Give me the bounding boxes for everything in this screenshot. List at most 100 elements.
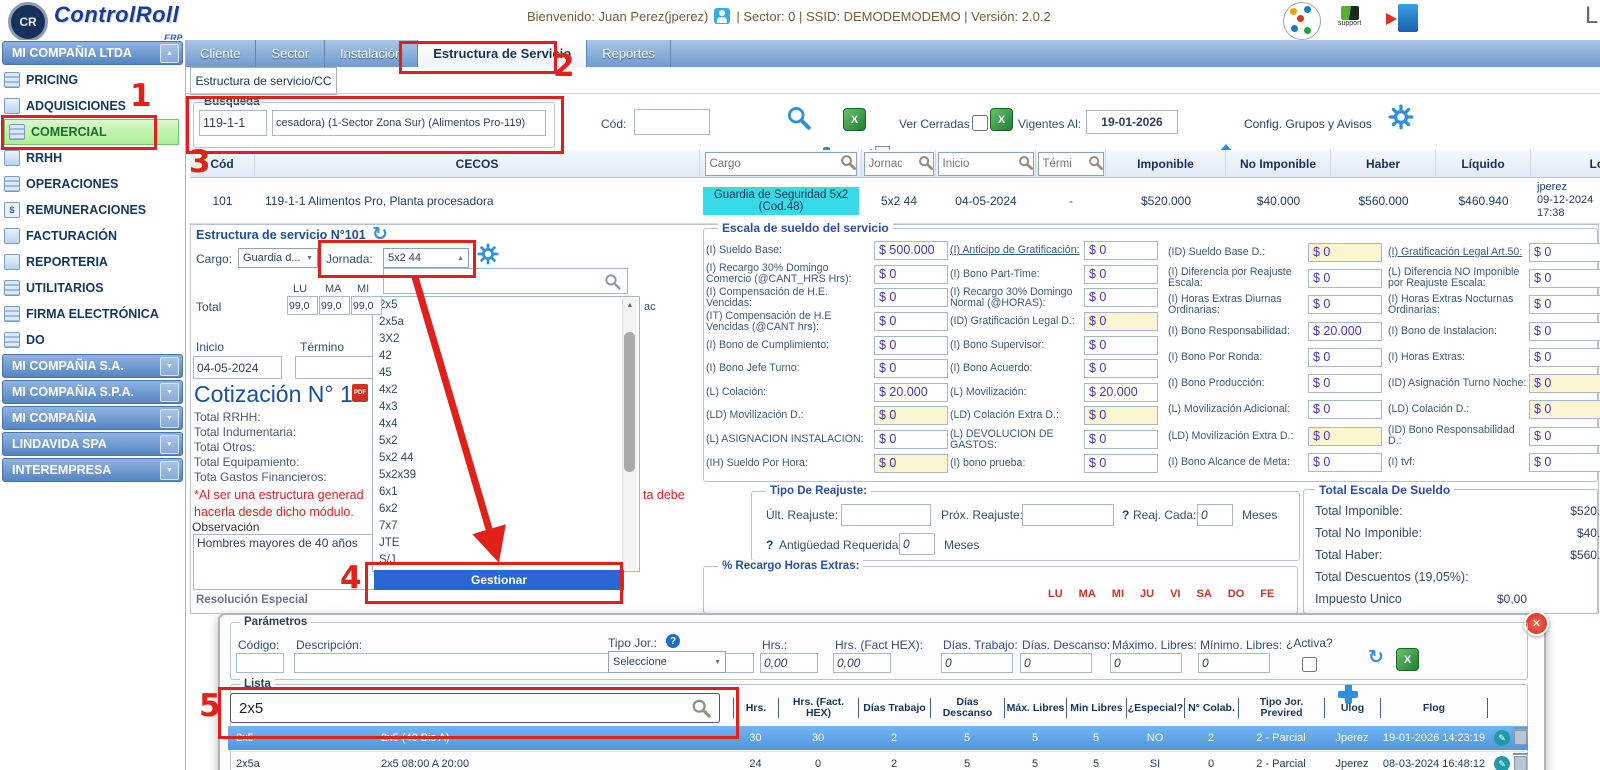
field-value[interactable]: $ 0 — [1529, 295, 1600, 315]
col-header[interactable]: Hrs. (Fact. HEX) — [778, 697, 858, 719]
help-question[interactable]: ? — [766, 538, 774, 552]
fact-hex-input[interactable] — [833, 653, 891, 673]
field-value[interactable]: $ 0 — [1084, 335, 1158, 355]
tipo-jor-select[interactable]: Seleccione ▼ — [608, 651, 726, 673]
field-value[interactable]: $ 0 — [874, 335, 948, 355]
col-header[interactable]: N° Colab. — [1184, 698, 1238, 718]
col-header[interactable]: Min Libres — [1066, 698, 1126, 718]
sidebar-company-lindavida[interactable]: LINDAVIDA SPA ▼ — [2, 432, 183, 456]
sidebar-item-facturacion[interactable]: FACTURACIÓN — [0, 223, 181, 249]
col-header[interactable]: Días Descanso — [930, 697, 1004, 719]
field-value[interactable]: $ 20.000 — [874, 382, 948, 402]
row-cell-cecos[interactable]: 119-1-1 Alimentos Pro, Planta procesador… — [255, 178, 700, 224]
field-value[interactable]: $ 0 — [874, 288, 948, 308]
col-header[interactable]: Flog — [1380, 698, 1488, 718]
field-value[interactable]: $ 0 — [1529, 453, 1600, 473]
excel-export-icon[interactable]: X — [1396, 648, 1419, 671]
sidebar-company-spa[interactable]: MI COMPAÑIA S.P.A. ▼ — [2, 380, 183, 404]
total-ma-input[interactable] — [319, 296, 350, 315]
subtab-estructura-servicio-cc[interactable]: Estructura de servicio/CC — [190, 67, 337, 95]
row-cell-log[interactable]: jperez 09-12-2024 17:38 — [1531, 178, 1600, 224]
excel-export-icon[interactable]: X — [990, 108, 1013, 131]
termino-filter[interactable] — [1037, 151, 1104, 176]
dias-descanso-input[interactable] — [1020, 653, 1092, 673]
help-question[interactable]: ? — [1122, 508, 1130, 522]
pdf-icon[interactable]: PDF — [352, 384, 368, 402]
edit-icon[interactable]: ✎ — [1494, 730, 1510, 746]
field-value[interactable]: $ 20.000 — [1308, 321, 1382, 341]
field-value[interactable]: $ 0 — [1308, 400, 1382, 420]
field-label-link[interactable]: (I) Gratificación Legal Art.50: — [1388, 246, 1523, 258]
activa-checkbox[interactable] — [1302, 657, 1317, 672]
tab-instalacion[interactable]: Instalación — [325, 40, 419, 67]
cargo-select[interactable]: Guardia d... ▼ — [238, 248, 318, 268]
dias-trabajo-input[interactable] — [941, 653, 1013, 673]
field-value[interactable]: $ 0 — [1084, 453, 1158, 473]
field-value[interactable]: $ 0 — [1084, 288, 1158, 308]
maximo-libres-input[interactable] — [1110, 653, 1182, 673]
busqueda-code-input[interactable] — [199, 110, 267, 136]
jornada-gear-icon[interactable] — [477, 243, 499, 270]
dropdown-item[interactable]: 4x4 — [379, 418, 398, 430]
jornada-select[interactable]: 5x2 44 ▲ — [383, 248, 469, 268]
row-cell-cargo[interactable]: Guardia de Seguridad 5x2 (Cod.48) — [700, 178, 862, 224]
field-value[interactable]: $ 0 — [1084, 312, 1158, 332]
logout-button[interactable] — [1386, 4, 1418, 32]
row-cell-cod[interactable]: 101 — [190, 178, 255, 224]
col-header-haber[interactable]: Haber — [1331, 150, 1436, 178]
dropdown-item[interactable]: 45 — [379, 367, 392, 379]
dropdown-item[interactable]: S/J — [379, 554, 396, 566]
jornada-filter[interactable] — [863, 151, 934, 176]
ver-cerradas-checkbox[interactable] — [972, 115, 988, 131]
dropdown-item[interactable]: 7x7 — [379, 520, 398, 532]
field-value[interactable]: $ 0 — [874, 406, 948, 426]
antiguedad-input[interactable] — [899, 533, 935, 555]
sidebar-item-comercial[interactable]: COMERCIAL — [4, 119, 179, 145]
col-header-log[interactable]: Log — [1531, 150, 1600, 178]
field-value[interactable]: $ 0 — [1529, 347, 1600, 367]
col-header[interactable]: Máx. Libres — [1004, 698, 1066, 718]
row-cell-liquido[interactable]: $460.940 — [1436, 178, 1531, 224]
tab-estructura-de-servicio[interactable]: Estructura de Servicio — [418, 40, 588, 67]
cod-input[interactable] — [634, 109, 710, 135]
col-header[interactable]: Días Trabajo — [858, 698, 930, 718]
field-value[interactable]: $ 0 — [1308, 242, 1382, 262]
field-value[interactable]: $ 0 — [1308, 453, 1382, 473]
col-header[interactable]: Ulog — [1324, 698, 1380, 718]
sidebar-item-firma-electronica[interactable]: FIRMA ELECTRÓNICA — [0, 301, 181, 327]
field-value[interactable]: $ 0 — [1529, 400, 1600, 420]
scrollbar-thumb[interactable] — [624, 332, 635, 472]
dropdown-item[interactable]: 3X2 — [379, 333, 400, 345]
field-value[interactable]: $ 0 — [1308, 426, 1382, 446]
minimo-libres-input[interactable] — [1198, 653, 1270, 673]
sidebar-item-pricing[interactable]: PRICING — [0, 67, 181, 93]
refresh-icon[interactable]: ↻ — [1368, 646, 1384, 668]
inicio-filter-input[interactable] — [938, 154, 1018, 173]
dropdown-item[interactable]: 6x1 — [379, 486, 398, 498]
sidebar-company-mi[interactable]: MI COMPAÑIA ▼ — [2, 406, 183, 430]
sidebar-item-operaciones[interactable]: OPERACIONES — [0, 171, 181, 197]
help-icon[interactable]: ? — [666, 634, 680, 648]
field-value[interactable]: $ 0 — [874, 430, 948, 450]
field-value[interactable]: $ 500.000 — [874, 241, 948, 261]
dropdown-item[interactable]: JTE — [379, 537, 400, 549]
prox-reajuste-input[interactable] — [1022, 504, 1114, 526]
dropdown-item[interactable]: 42 — [379, 350, 392, 362]
field-value[interactable]: $ 0 — [1084, 406, 1158, 426]
field-value[interactable]: $ 0 — [1529, 242, 1600, 262]
tab-sector[interactable]: Sector — [256, 40, 326, 67]
field-value[interactable]: $ 0 — [874, 359, 948, 379]
field-value[interactable]: $ 0 — [874, 312, 948, 332]
jornada-filter-input[interactable] — [864, 154, 918, 173]
row-cell-jornada[interactable]: 5x2 44 — [862, 178, 936, 224]
sidebar-item-reporteria[interactable]: REPORTERIA — [0, 249, 181, 275]
reaj-cada-input[interactable] — [1197, 504, 1233, 526]
field-value[interactable]: $ 0 — [1529, 321, 1600, 341]
dropdown-item[interactable]: 5x2x39 — [379, 469, 417, 481]
chevron-down-icon[interactable]: ▼ — [160, 460, 179, 480]
row-cell-no-imponible[interactable]: $40.000 — [1226, 178, 1331, 224]
dropdown-item[interactable]: 4x3 — [379, 401, 398, 413]
termino-filter-input[interactable] — [1038, 154, 1088, 173]
dropdown-item[interactable]: 5x2 44 — [379, 452, 414, 464]
row-cell-imponible[interactable]: $520.000 — [1106, 178, 1226, 224]
